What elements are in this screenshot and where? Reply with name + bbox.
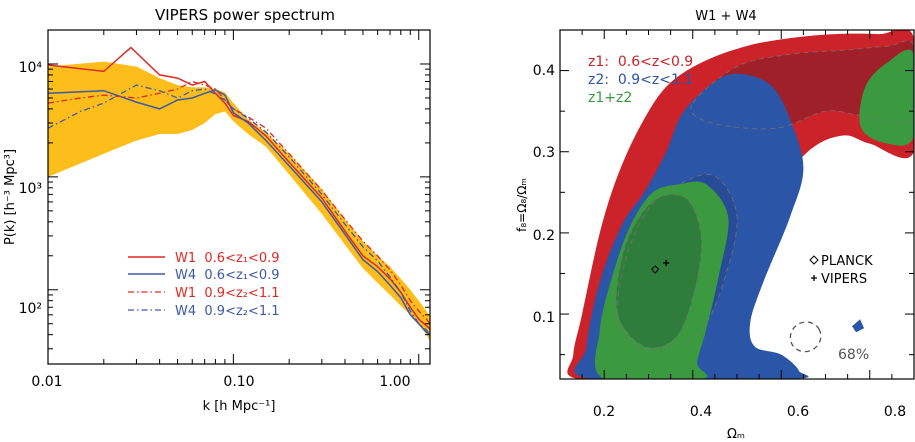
planck-marker (650, 265, 660, 274)
ellipse-68-label: 68% (838, 347, 869, 363)
vipers-legend-plus-icon (811, 275, 817, 281)
left-xtick-label: 1.00 (379, 374, 410, 390)
right-ytick-label: 0.1 (533, 310, 555, 326)
right-chart-title: W1 + W4 (695, 9, 756, 24)
contour-dashed-outline (615, 194, 703, 349)
right-xtick-label: 0.6 (787, 404, 809, 420)
contour-z2-island (852, 319, 865, 333)
right-xtick-label: 0.4 (690, 404, 712, 420)
left-ticks (47, 29, 430, 364)
right-ticks (559, 29, 915, 379)
right-x-axis-label: Ωₘ (727, 427, 745, 442)
left-xtick-label: 0.01 (31, 374, 62, 390)
right-ytick-label: 0.4 (533, 63, 555, 79)
right-contour-layer (567, 30, 914, 379)
left-ytick-label: 10⁴ (19, 60, 43, 76)
series-line-w4-z2 (48, 84, 430, 336)
series-line-w4-z1 (48, 89, 430, 336)
right-panel: W1 + W4 0.2 0.4 0.6 0.8 0.1 0.2 0.3 0.4 … (515, 9, 915, 442)
right-ytick-label: 0.3 (533, 145, 555, 161)
right-ytick-label: 0.2 (533, 228, 555, 244)
right-y-axis-label: f₈=Ω₈/Ωₘ (515, 178, 529, 232)
left-xtick-label: 0.10 (223, 374, 254, 390)
left-band-layer (48, 61, 430, 342)
legend-label-z1: z1: 0.6<z<0.9 (588, 54, 693, 70)
left-ytick-label: 10³ (19, 181, 42, 197)
left-chart-title: VIPERS power spectrum (155, 6, 335, 24)
left-ytick-label: 10² (19, 301, 42, 317)
legend-label-z1z2: z1+z2 (588, 90, 632, 106)
right-markers (650, 259, 670, 274)
contour-dashed-outline (690, 40, 914, 130)
vipers-legend-label: VIPERS (821, 272, 867, 287)
left-x-axis-label: k [h Mpc⁻¹] (203, 399, 276, 414)
left-y-axis-label: P(k) [h⁻³ Mpc³] (3, 149, 18, 245)
planck-legend-diamond-icon (809, 255, 819, 265)
contour-combined-upper-right (859, 49, 914, 146)
legend-label-z2: z2: 0.9<z<1.1 (588, 72, 693, 88)
series-line-w1-z2 (48, 80, 430, 325)
legend-label-w4-z2: W4 0.9<z₂<1.1 (175, 304, 280, 319)
planck-legend-label: PLANCK (821, 254, 873, 269)
ellipse-68 (789, 321, 822, 353)
legend-label-w1-z2: W1 0.9<z₂<1.1 (175, 286, 280, 301)
contour-dashed-outline (616, 173, 738, 351)
uncertainty-band (48, 61, 430, 342)
left-plot-frame (47, 29, 431, 365)
right-legend: z1: 0.6<z<0.9 z2: 0.9<z<1.1 z1+z2 (588, 54, 693, 106)
left-series-layer (48, 46, 430, 336)
right-point-legend: PLANCK VIPERS (809, 254, 873, 287)
left-panel: VIPERS power spectrum 0.01 0.10 1.00 10²… (3, 6, 431, 414)
vipers-marker (663, 259, 670, 266)
left-legend: W1 0.6<z₁<0.9 W4 0.6<z₁<0.9 W1 0.9<z₂<1.… (128, 251, 280, 319)
right-xtick-label: 0.2 (593, 404, 615, 420)
legend-label-w1-z1: W1 0.6<z₁<0.9 (175, 251, 280, 266)
contour-combined-inner (616, 194, 702, 349)
right-xtick-label: 0.8 (884, 404, 906, 420)
legend-label-w4-z1: W4 0.6<z₁<0.9 (175, 268, 280, 283)
